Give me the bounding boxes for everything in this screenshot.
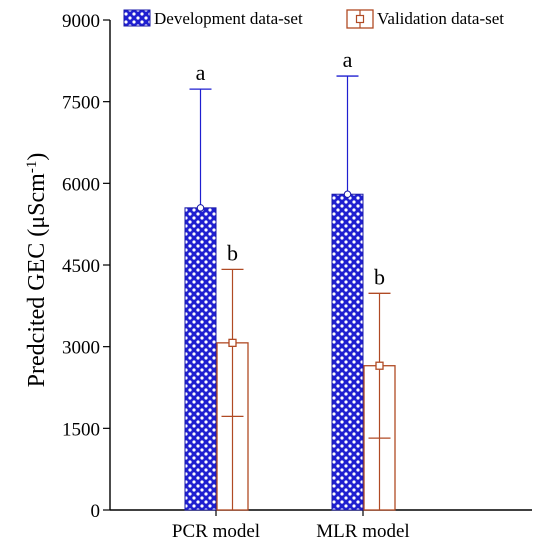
significance-label: b [227,240,238,265]
y-tick-label: 3000 [62,338,100,359]
legend-label-validation: Validation data-set [377,9,504,28]
legend-swatch-development [123,9,151,27]
y-tick-label: 0 [91,501,101,522]
bars: a a b b [184,47,396,511]
y-axis-label-group: Predcited GEC (μScm-1) [24,153,50,388]
mean-marker [343,190,352,198]
significance-label: a [343,47,353,72]
legend: Development data-set Validation data-set [123,9,504,29]
significance-label: b [374,264,385,289]
y-axis-label: Predcited GEC (μScm-1) [24,153,50,388]
mean-marker [196,204,205,212]
y-tick-label: 4500 [62,256,100,277]
legend-label-development: Development data-set [154,9,303,28]
bar-development [184,207,217,511]
y-tick-label: 9000 [62,11,100,32]
category-label: PCR model [172,521,260,542]
y-tick-label: 7500 [62,93,100,114]
mean-marker [375,361,384,370]
y-tick-label: 1500 [62,419,100,440]
mean-marker [228,338,237,348]
bar-development [331,193,364,511]
significance-label: a [196,60,206,85]
legend-swatch-validation-marker [355,14,365,24]
axes: 0 1500 3000 4500 6000 7500 9000 PCR model MLR mo… [62,11,532,542]
category-label: MLR model [316,521,409,542]
y-tick-label: 6000 [62,174,100,195]
